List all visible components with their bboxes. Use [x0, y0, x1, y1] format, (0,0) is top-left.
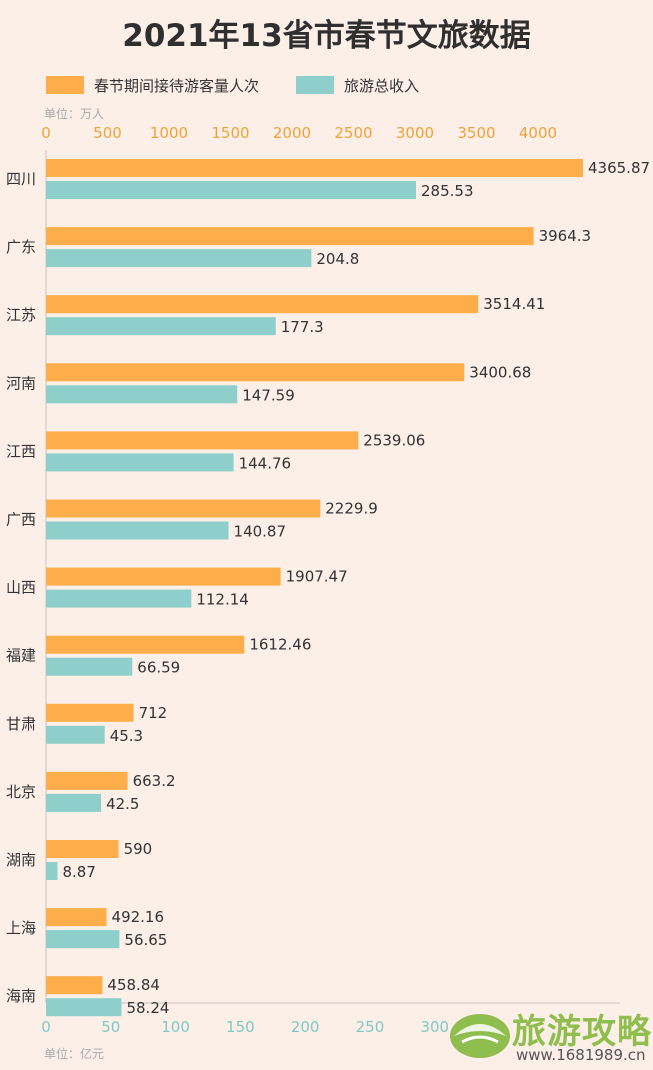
legend-swatch-visitors	[46, 76, 84, 94]
top-axis-unit: 单位：万人	[44, 107, 105, 121]
data-label-revenue: 8.87	[62, 863, 95, 881]
data-label-visitors: 492.16	[112, 908, 165, 926]
bar-visitors	[46, 295, 479, 314]
data-label-visitors: 2229.9	[325, 500, 378, 518]
bottom-axis-unit: 单位：亿元	[44, 1047, 105, 1061]
category-label: 海南	[6, 987, 36, 1005]
bar-visitors	[46, 771, 128, 790]
category-label: 四川	[6, 170, 36, 188]
data-label-visitors: 1612.46	[249, 636, 311, 654]
category-label: 甘肃	[6, 715, 36, 733]
bar-visitors	[46, 635, 245, 654]
bottom-axis-tick-label: 100	[161, 1018, 190, 1036]
bar-revenue	[46, 793, 102, 812]
legend-item-revenue: 旅游总收入	[296, 74, 419, 96]
category-label: 上海	[6, 919, 36, 937]
bar-visitors	[46, 976, 103, 995]
bar-visitors	[46, 908, 107, 927]
bar-revenue	[46, 862, 58, 880]
bar-revenue	[46, 589, 192, 608]
category-label: 山西	[6, 579, 36, 597]
bottom-axis-tick-label: 0	[41, 1018, 51, 1036]
category-label: 江西	[6, 442, 36, 460]
top-axis-tick-label: 1500	[211, 124, 249, 142]
bar-visitors	[46, 703, 134, 722]
bar-visitors	[46, 840, 119, 858]
data-label-visitors: 663.2	[133, 772, 176, 790]
category-label: 福建	[6, 647, 36, 665]
data-label-revenue: 177.3	[281, 318, 324, 336]
data-label-visitors: 3514.41	[483, 295, 545, 313]
category-label: 广西	[6, 511, 36, 529]
data-label-visitors: 2539.06	[363, 431, 425, 449]
watermark: 旅游攻略 www.1681989.cn	[448, 1000, 651, 1068]
bottom-axis-tick-label: 250	[356, 1018, 385, 1036]
bar-revenue	[46, 453, 234, 472]
bottom-axis-tick-label: 300	[420, 1018, 449, 1036]
data-label-visitors: 1907.47	[286, 568, 348, 586]
data-label-visitors: 712	[139, 704, 168, 722]
legend-label-revenue: 旅游总收入	[344, 76, 420, 95]
category-label: 湖南	[6, 851, 36, 869]
data-label-revenue: 56.65	[124, 931, 167, 949]
bar-revenue	[46, 657, 133, 676]
legend-item-visitors: 春节期间接待游客量人次	[46, 74, 259, 96]
legend-swatch-revenue	[296, 76, 334, 94]
bar-revenue	[46, 998, 122, 1017]
bar-revenue	[46, 249, 312, 268]
bar-revenue	[46, 521, 229, 540]
data-label-revenue: 45.3	[110, 727, 143, 745]
bar-revenue	[46, 385, 238, 404]
bar-visitors	[46, 567, 281, 586]
top-axis-tick-label: 3000	[396, 124, 434, 142]
bar-visitors	[46, 227, 534, 246]
bar-revenue	[46, 317, 276, 336]
data-label-visitors: 458.84	[107, 976, 159, 994]
top-axis-tick-label: 3500	[457, 124, 495, 142]
chart-title: 2021年13省市春节文旅数据	[122, 18, 531, 54]
bottom-axis-tick-label: 150	[226, 1018, 255, 1036]
top-axis-tick-label: 1000	[150, 124, 188, 142]
top-axis-tick-label: 2000	[273, 124, 311, 142]
category-label: 广东	[6, 238, 36, 256]
category-label: 江苏	[6, 306, 36, 324]
bottom-axis-tick-label: 200	[291, 1018, 320, 1036]
bar-visitors	[46, 499, 321, 518]
bar-revenue	[46, 930, 120, 949]
data-label-visitors: 4365.87	[588, 159, 650, 177]
category-label: 河南	[6, 374, 36, 392]
data-label-revenue: 204.8	[316, 250, 359, 268]
watermark-url: www.1681989.cn	[516, 1046, 646, 1064]
legend-label-visitors: 春节期间接待游客量人次	[94, 76, 260, 95]
top-axis-tick-label: 500	[93, 124, 122, 142]
top-axis-tick-label: 0	[41, 124, 51, 142]
data-label-visitors: 3964.3	[539, 227, 592, 245]
bar-revenue	[46, 181, 416, 199]
data-label-revenue: 112.14	[196, 591, 249, 609]
top-axis-tick-label: 2500	[334, 124, 372, 142]
data-label-revenue: 42.5	[106, 795, 139, 813]
category-label: 北京	[6, 783, 36, 801]
bar-visitors	[46, 159, 583, 177]
data-label-revenue: 285.53	[421, 182, 474, 200]
leaf-logo-icon	[450, 1014, 510, 1058]
bar-visitors	[46, 431, 359, 450]
data-label-revenue: 58.24	[126, 999, 169, 1017]
top-axis-tick-label: 4000	[519, 124, 557, 142]
data-label-revenue: 144.76	[239, 454, 292, 472]
data-label-revenue: 66.59	[137, 659, 180, 677]
bottom-axis-tick-label: 50	[101, 1018, 120, 1036]
data-label-revenue: 147.59	[242, 386, 295, 404]
data-label-visitors: 3400.68	[469, 363, 531, 381]
data-label-visitors: 590	[124, 840, 153, 858]
bar-revenue	[46, 725, 105, 744]
bar-visitors	[46, 363, 465, 382]
watermark-name: 旅游攻略	[512, 1012, 652, 1052]
data-label-revenue: 140.87	[234, 523, 286, 541]
